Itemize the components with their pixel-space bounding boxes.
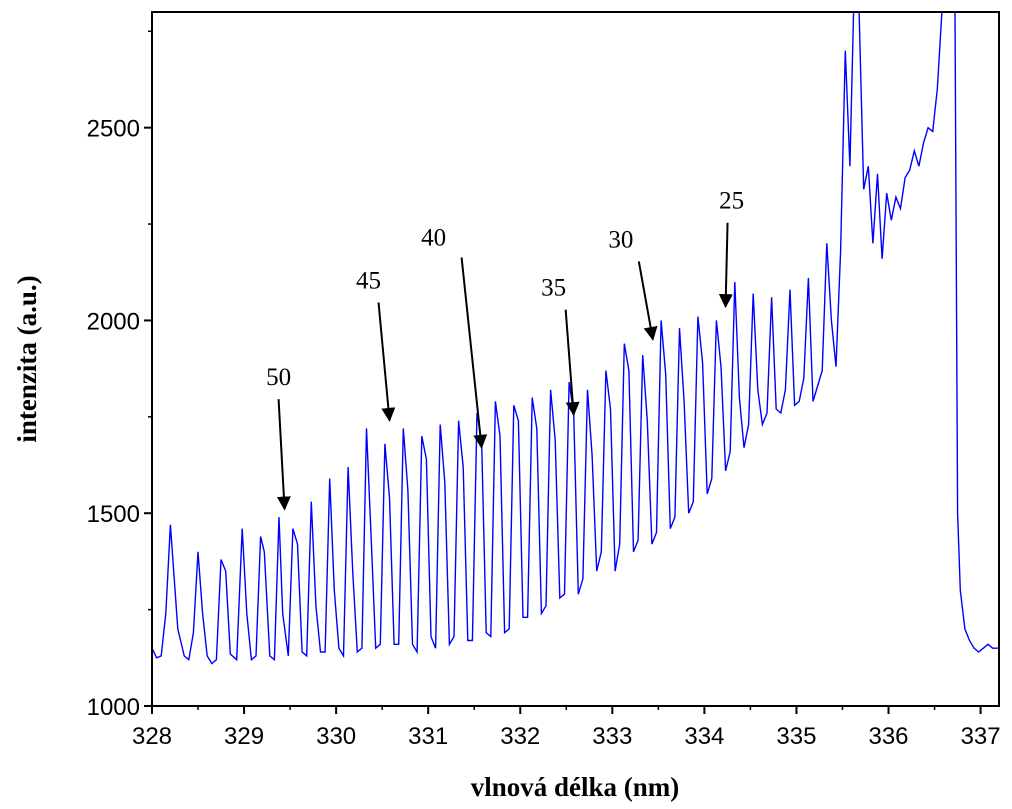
x-tick-label-333: 333 <box>592 723 632 750</box>
x-tick-label-334: 334 <box>684 723 724 750</box>
annotation-label-25: 25 <box>719 188 744 215</box>
y-tick-label-2000: 2000 <box>87 308 140 335</box>
annotation-label-50: 50 <box>266 364 291 391</box>
annotation-arrow-25 <box>718 222 733 309</box>
annotation-arrow-35 <box>564 309 580 417</box>
annotation-label-30: 30 <box>608 227 633 254</box>
spectrum-line <box>152 12 999 665</box>
annotation-arrow-40 <box>460 257 488 449</box>
plot-frame <box>151 11 1000 707</box>
x-tick-label-330: 330 <box>316 723 356 750</box>
annotation-arrow-45 <box>377 302 396 422</box>
x-tick-label-328: 328 <box>132 723 172 750</box>
annotation-label-45: 45 <box>356 267 381 294</box>
x-tick-label-329: 329 <box>224 723 264 750</box>
y-tick-label-1000: 1000 <box>87 694 140 721</box>
annotation-arrow-50 <box>276 399 291 511</box>
x-axis: 328 329 330 331 332 333 334 335 336 337 <box>132 706 1001 750</box>
y-axis-title: intenzita (a.u.) <box>12 275 42 442</box>
annotation-arrow-30 <box>637 261 658 341</box>
annotation-label-40: 40 <box>421 224 446 251</box>
annotations: 50 45 40 35 30 25 <box>266 188 744 511</box>
x-tick-label-331: 331 <box>408 723 448 750</box>
x-tick-label-337: 337 <box>961 723 1001 750</box>
y-tick-label-1500: 1500 <box>87 501 140 528</box>
x-tick-label-335: 335 <box>776 723 816 750</box>
x-tick-label-332: 332 <box>500 723 540 750</box>
y-axis: 1000 1500 2000 2500 <box>87 30 152 721</box>
x-tick-label-336: 336 <box>868 723 908 750</box>
y-tick-label-2500: 2500 <box>87 116 140 143</box>
annotation-label-35: 35 <box>541 275 566 302</box>
x-axis-title: vlnová délka (nm) <box>471 772 680 802</box>
